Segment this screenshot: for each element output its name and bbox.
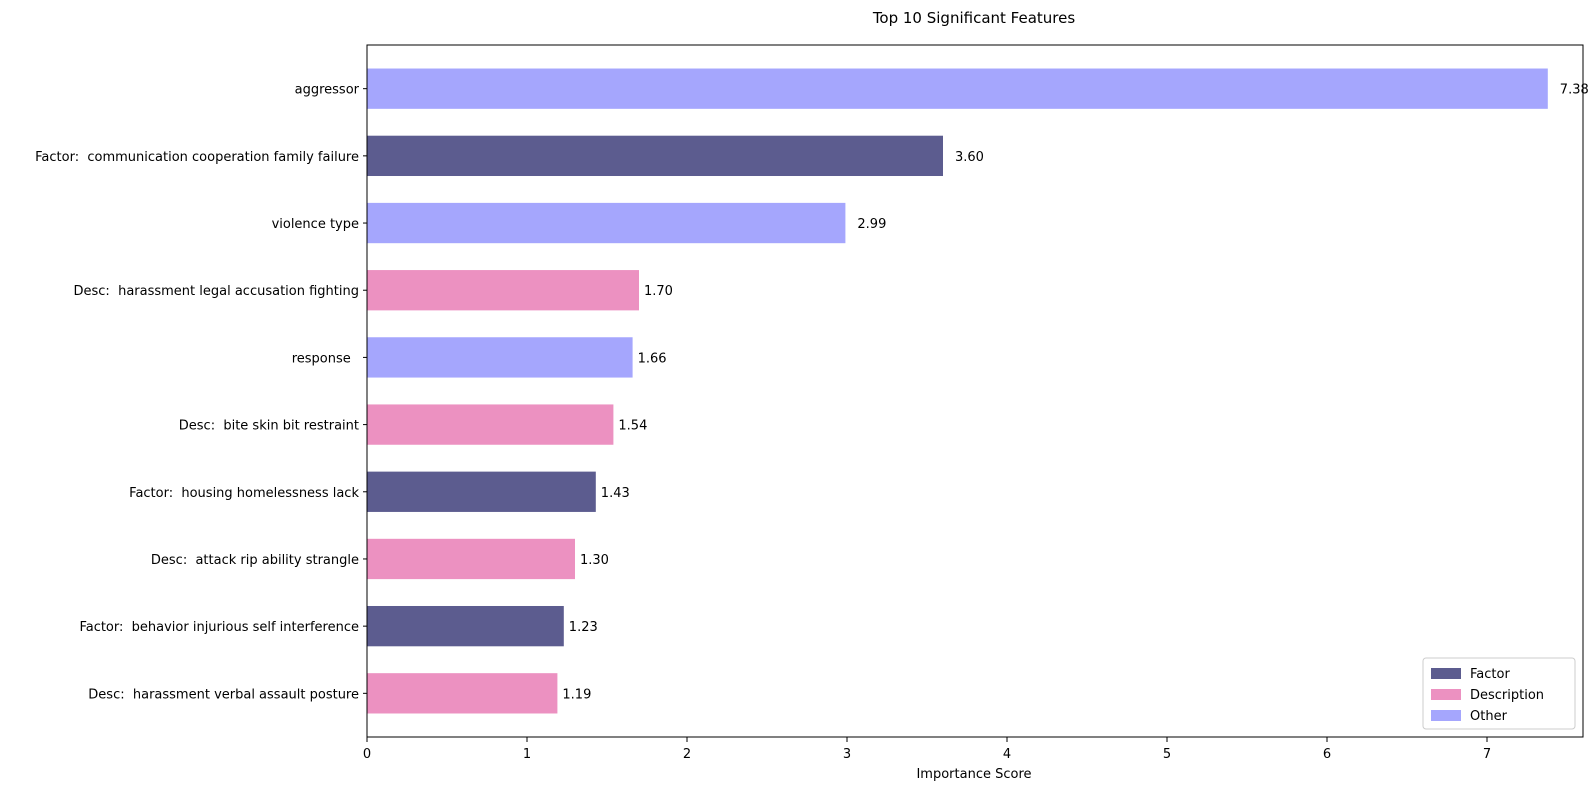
plot-frame [366,44,1584,738]
x-tick-label: 5 [1163,747,1171,762]
legend-swatch [1431,668,1461,679]
y-tick-label: violence type [272,217,359,232]
legend-label: Factor [1470,667,1510,682]
bar [367,538,575,580]
bar [367,135,943,177]
value-label: 1.54 [618,419,647,434]
x-tick-label: 1 [523,747,531,762]
bar [367,202,846,244]
value-label: 1.66 [638,351,667,366]
value-label: 2.99 [857,217,886,232]
x-tick-label: 0 [363,747,371,762]
legend-label: Description [1470,688,1544,703]
bars-layer [367,68,1548,714]
bar [367,68,1548,109]
y-tick-label: Factor: communication cooperation family… [35,150,359,165]
y-tick-label: Factor: behavior injurious self interfer… [79,620,359,635]
x-tick-label: 6 [1323,747,1331,762]
bar [367,605,564,647]
y-tick-labels: aggressor Factor: communication cooperati… [35,83,367,702]
x-tick-label: 4 [1003,747,1011,762]
legend-label: Other [1470,709,1508,724]
bar [367,404,614,445]
x-tick-label: 7 [1483,747,1491,762]
bar [367,270,639,311]
legend-swatch [1431,710,1461,721]
y-tick-label: Factor: housing homelessness lack [129,486,359,501]
legend-swatch [1431,689,1461,700]
value-label: 1.23 [569,620,598,635]
legend: Factor Description Other [1422,657,1576,730]
value-labels: 7.38 3.60 2.99 1.70 1.66 1.54 1.43 1.30 1.23 1.19 [562,83,1588,703]
y-tick-label: Desc: attack rip ability strangle [151,553,359,568]
value-label: 1.19 [562,687,591,702]
x-axis-label: Importance Score [916,767,1031,782]
x-tick-label: 3 [843,747,851,762]
chart-title: Top 10 Significant Features [872,9,1076,27]
x-axis-ticks: 0 1 2 3 4 5 6 7 [363,737,1491,762]
value-label: 3.60 [955,150,984,165]
value-label: 7.38 [1560,83,1589,98]
x-tick-label: 2 [683,747,691,762]
value-label: 1.43 [601,486,630,501]
y-tick-label: Desc: harassment verbal assault posture [88,687,359,702]
y-tick-label: aggressor [295,83,360,98]
y-tick-label: Desc: harassment legal accusation fighti… [74,284,360,299]
y-tick-label: response [292,351,359,366]
y-tick-label: Desc: bite skin bit restraint [179,419,359,434]
bar [367,673,558,714]
value-label: 1.70 [644,284,673,299]
bar [367,471,596,512]
bar [367,337,633,378]
value-label: 1.30 [580,553,609,568]
